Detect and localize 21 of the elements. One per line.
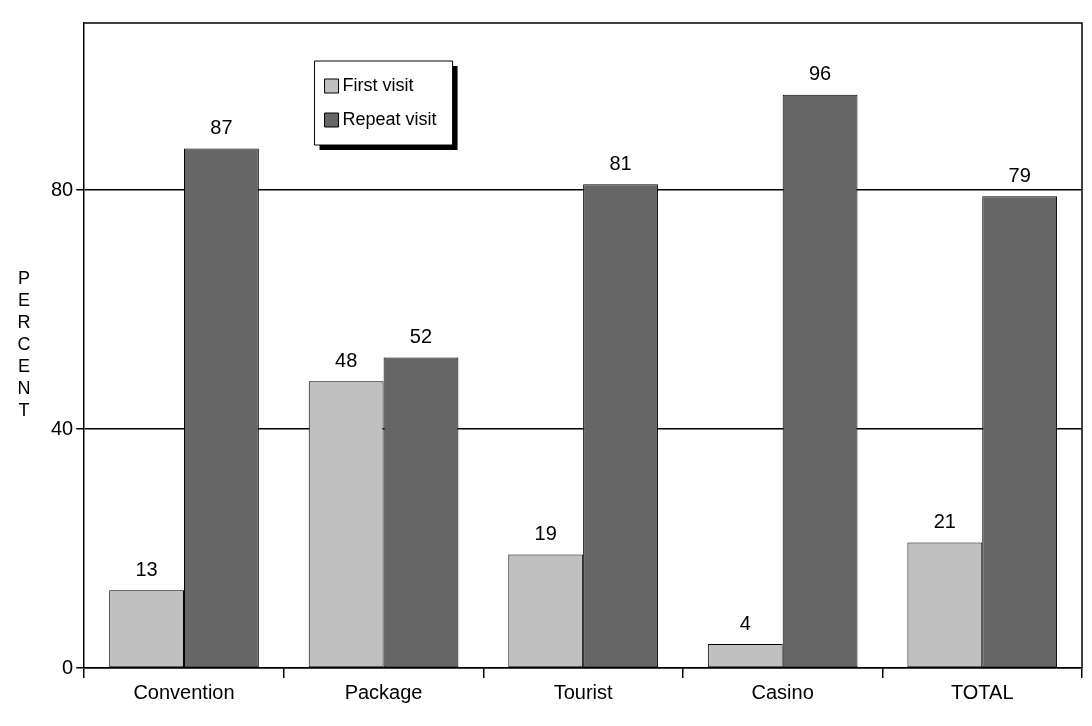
legend-label: Repeat visit: [342, 108, 437, 129]
y-axis-title: PERCENT: [17, 268, 31, 421]
x-tick-label: Casino: [751, 680, 814, 703]
data-label: 52: [409, 324, 433, 347]
data-label: 21: [933, 510, 956, 533]
data-label: 48: [335, 348, 358, 371]
legend-label: First visit: [342, 74, 414, 95]
y-tick-label: 80: [51, 177, 74, 200]
data-label: 13: [135, 557, 158, 580]
data-label: 79: [1008, 163, 1031, 186]
x-tick-label: Tourist: [553, 680, 614, 703]
data-label: 4: [739, 611, 751, 634]
data-label: 96: [808, 62, 832, 85]
x-tick-label: Package: [344, 680, 423, 703]
data-label: 81: [609, 151, 632, 174]
x-tick-label: Convention: [133, 680, 235, 703]
y-tick-label: 40: [51, 416, 74, 439]
y-tick-label: 0: [62, 655, 74, 678]
x-tick-label: TOTAL: [950, 680, 1014, 703]
data-label: 19: [534, 522, 557, 545]
data-label: 87: [210, 115, 233, 138]
